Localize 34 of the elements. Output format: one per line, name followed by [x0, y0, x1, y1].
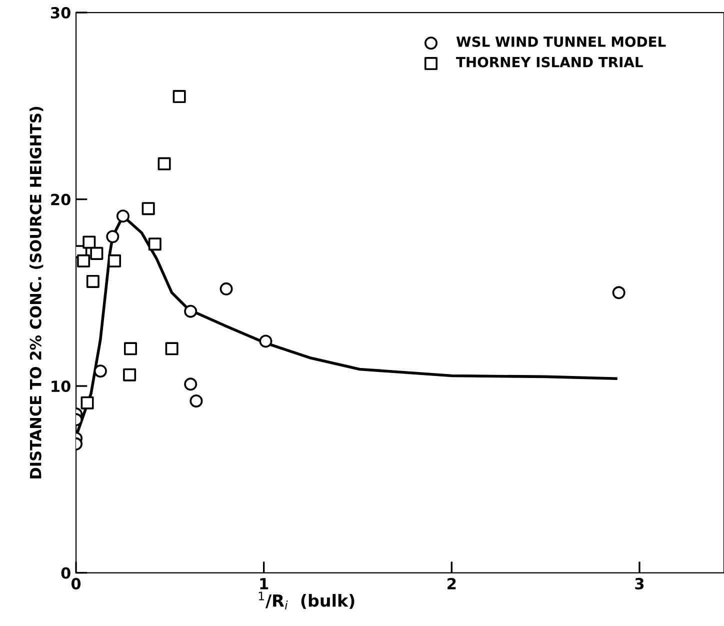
y-tick-label: 10 [52, 380, 70, 392]
legend-label: THORNEY ISLAND TRIAL [456, 56, 643, 68]
point [90, 246, 104, 260]
point [116, 210, 130, 223]
point [80, 396, 94, 410]
y-tick-label: 0 [61, 567, 70, 579]
y-tick-label: 30 [50, 6, 70, 19]
x-tick-label: 1 [260, 578, 268, 590]
point [106, 230, 120, 244]
x-axis-title: $^{1}$/R$_{i}$ (bulk) [258, 592, 354, 610]
y-tick-label: 20 [51, 194, 70, 206]
point [94, 364, 107, 378]
point [123, 368, 136, 382]
point [124, 342, 137, 356]
point [86, 274, 100, 288]
x-tick-label: 2 [448, 578, 456, 590]
point [259, 334, 272, 348]
point [612, 286, 626, 300]
point [184, 378, 198, 391]
point [77, 254, 90, 268]
x-tick-label: 3 [635, 578, 644, 590]
point [158, 157, 171, 170]
point [184, 304, 198, 318]
point [142, 202, 155, 216]
point [148, 238, 162, 251]
x-tick-label: 0 [71, 578, 81, 590]
point [190, 394, 203, 408]
point [165, 342, 178, 356]
legend-label: WSL WIND TUNNEL MODEL [456, 36, 666, 47]
point [108, 254, 122, 268]
point [220, 282, 233, 296]
y-axis-title: DISTANCE TO 2% CONC. (SOURCE HEIGHTS) [30, 106, 44, 478]
point [172, 90, 186, 104]
point [82, 236, 96, 249]
